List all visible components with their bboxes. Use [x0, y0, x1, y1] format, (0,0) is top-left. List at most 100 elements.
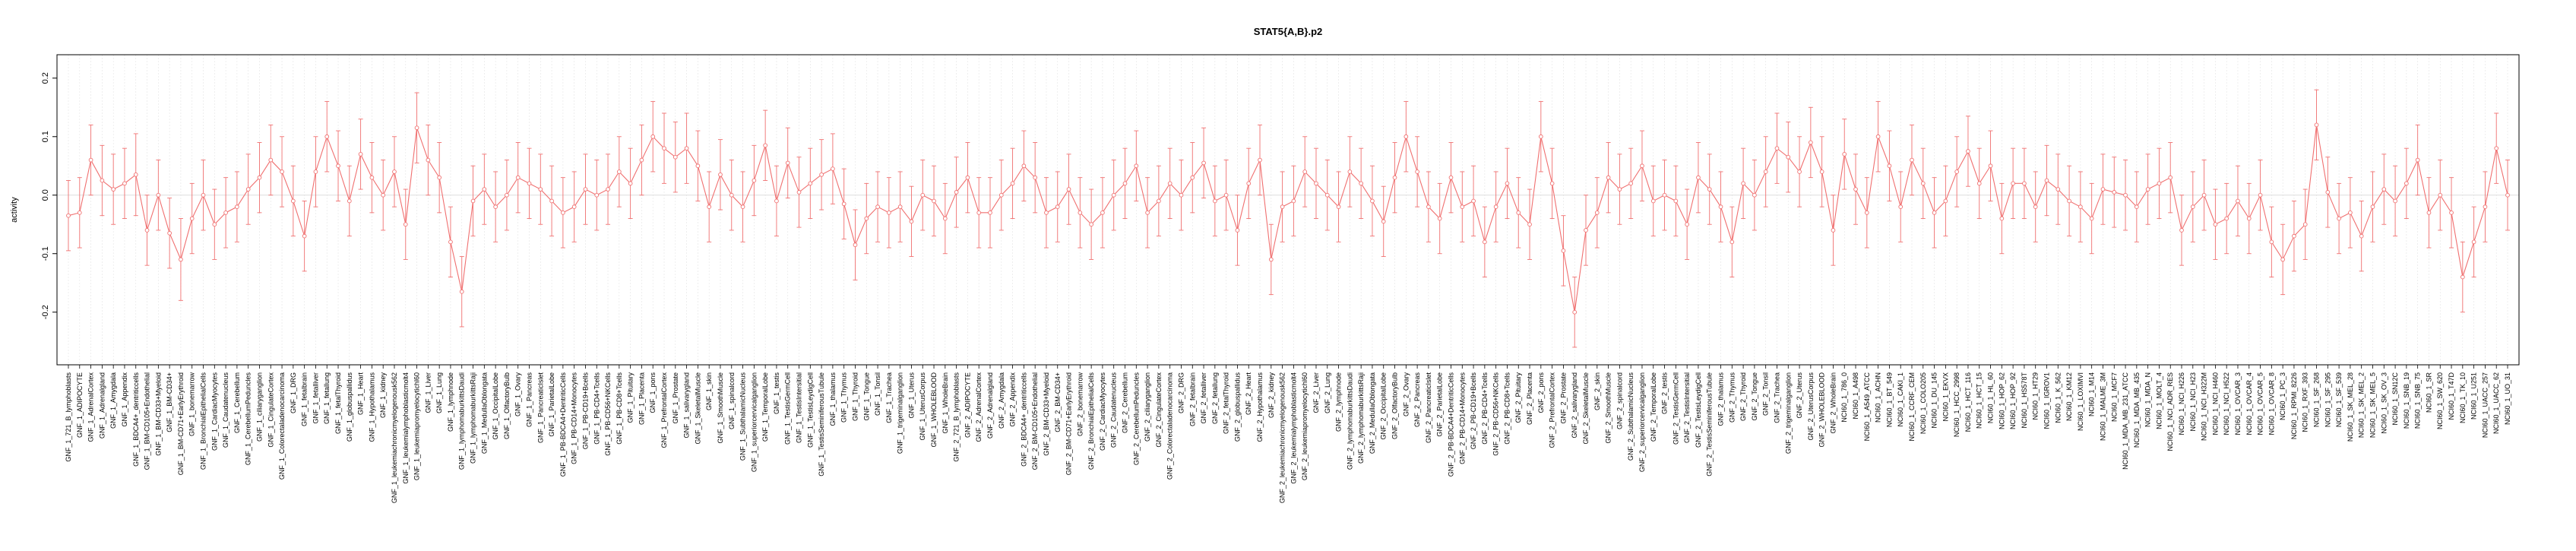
x-tick-label: GNF_2_TemporalLobe — [1650, 372, 1657, 442]
x-tick-label: GNF_1_Cerebellum — [233, 372, 241, 433]
x-tick-label: GNF_2_AdrenalCortex — [975, 372, 983, 442]
data-point — [1875, 134, 1881, 139]
x-tick-label: GNF_2_CerebellumPeduncles — [1132, 372, 1140, 466]
x-tick-label: NCI60_1_UO_31 — [2504, 372, 2511, 425]
data-point — [571, 204, 577, 210]
data-point — [189, 216, 195, 221]
data-point — [2359, 233, 2364, 239]
x-tick-label: GNF_1_CardiacMyocytes — [210, 372, 218, 451]
data-point — [1606, 175, 1611, 180]
data-point — [2022, 181, 2027, 186]
x-tick-label: GNF_2_Hypothalamus — [1256, 372, 1264, 442]
data-point — [1538, 134, 1543, 139]
data-point — [1673, 198, 1679, 204]
x-tick-label: NCI60_1_NCI_H23 — [2189, 372, 2197, 432]
data-point — [718, 172, 723, 177]
x-tick-label: GNF_1_PB-CD19+Bcells — [581, 372, 589, 450]
x-tick-label: GNF_2_fetallung — [1211, 372, 1219, 424]
data-point — [2044, 178, 2049, 183]
x-tick-label: GNF_1_UterusCorpus — [919, 372, 926, 441]
data-point — [235, 204, 239, 210]
data-point — [976, 210, 982, 215]
x-tick-label: GNF_1_ParietalLobe — [548, 372, 555, 437]
y-axis-label: activity — [10, 197, 19, 223]
x-tick-label: GNF_1_globuspallidus — [346, 372, 353, 442]
data-point — [1819, 169, 1824, 174]
x-tick-label: GNF_2_PB-CD56+NKCells — [1492, 372, 1500, 456]
x-tick-label: GNF_1_bonemarrow — [188, 372, 196, 437]
x-tick-label: GNF_2_salivarygland — [1571, 372, 1578, 439]
x-tick-label: NCI60_1_PC_3 — [2279, 372, 2286, 420]
data-point — [2236, 198, 2240, 204]
x-tick-label: GNF_1_Pituitary — [627, 372, 635, 423]
data-point — [1066, 187, 1071, 192]
data-point — [324, 134, 330, 139]
x-tick-label: GNF_1_Placenta — [638, 372, 645, 425]
x-tick-label: NCI60_1_A549_ATCC — [1863, 372, 1871, 442]
x-tick-label: GNF_2_ADIPOCYTE — [964, 372, 971, 438]
data-point — [1134, 163, 1139, 169]
x-tick-label: GNF_1_Heart — [357, 372, 365, 416]
data-point — [1055, 204, 1060, 210]
data-point — [2179, 228, 2184, 233]
data-point — [201, 192, 206, 198]
data-point — [2292, 233, 2296, 239]
data-point — [1404, 134, 1409, 139]
data-point — [988, 210, 992, 215]
data-point — [1954, 169, 1960, 174]
data-point — [1910, 157, 1914, 163]
data-point — [2145, 187, 2150, 192]
x-tick-label: GNF_1_pons — [649, 372, 657, 413]
data-point — [437, 175, 442, 180]
x-tick-label: GNF_2_PB-BDCA4+DentriticCells — [1447, 372, 1454, 477]
data-point — [1314, 181, 1318, 186]
data-point — [1650, 198, 1656, 204]
x-tick-label: GNF_2_PrefrontalCortex — [1549, 372, 1556, 448]
data-point — [1561, 249, 1566, 253]
x-tick-label: NCI60_1_OVCAR_4 — [2245, 372, 2253, 435]
data-point — [459, 289, 464, 294]
data-point — [505, 192, 509, 198]
x-tick-label: GNF_1_PB-CD14+Monocytes — [571, 372, 578, 464]
data-point — [1157, 198, 1161, 204]
x-tick-label: GNF_1_leukemialymphoblasticmolt4 — [402, 372, 410, 484]
x-tick-label: GNF_1_SkeletalMuscle — [694, 372, 701, 445]
data-point — [381, 192, 386, 198]
data-point — [223, 210, 228, 215]
data-point — [1763, 169, 1768, 174]
data-point — [2190, 204, 2195, 210]
x-tick-label: GNF_1_PB-CD56+NKCells — [604, 372, 612, 456]
data-point — [875, 204, 880, 210]
x-tick-label: GNF_2_Cerebellum — [1122, 372, 1129, 433]
data-point — [1268, 257, 1274, 262]
x-tick-label: GNF_1_Colorectaladenocarcinoma — [278, 372, 286, 480]
x-tick-label: GNF_2_PB-CD8+Tcells — [1503, 372, 1511, 445]
x-tick-label: GNF_2_BM-CD105+Endothelial — [1031, 372, 1039, 470]
y-tick-label: -0.2 — [41, 305, 50, 319]
x-tick-label: GNF_1_skin — [705, 372, 713, 410]
grid-layer — [68, 55, 2508, 365]
data-point — [1809, 140, 1813, 145]
x-tick-label: GNF_2_CingulateCortex — [1155, 372, 1163, 448]
data-point — [2067, 198, 2071, 204]
x-tick-label: NCI60_1_786_0 — [1840, 372, 1848, 423]
x-tick-label: GNF_1_trigeminalganglion — [897, 372, 904, 454]
data-point — [2404, 181, 2409, 186]
data-point — [831, 166, 835, 171]
data-point — [1493, 204, 1498, 210]
data-point — [684, 146, 689, 151]
data-point — [144, 228, 150, 233]
data-point — [369, 175, 375, 180]
x-tick-label: GNF_2_lymphomaburkittsRaji — [1357, 372, 1365, 464]
data-point — [212, 222, 217, 227]
data-point — [796, 190, 802, 195]
data-point — [1594, 210, 1600, 215]
x-tick-label: GNF_2_trigeminalganglion — [1784, 372, 1792, 454]
x-tick-label: GNF_2_SubthalamicNucleus — [1627, 372, 1635, 461]
data-point — [887, 210, 891, 215]
x-tick-label: GNF_2_fetalThyroid — [1223, 372, 1230, 434]
data-point — [1471, 198, 1476, 204]
data-point — [841, 201, 847, 207]
data-point — [2168, 175, 2173, 180]
